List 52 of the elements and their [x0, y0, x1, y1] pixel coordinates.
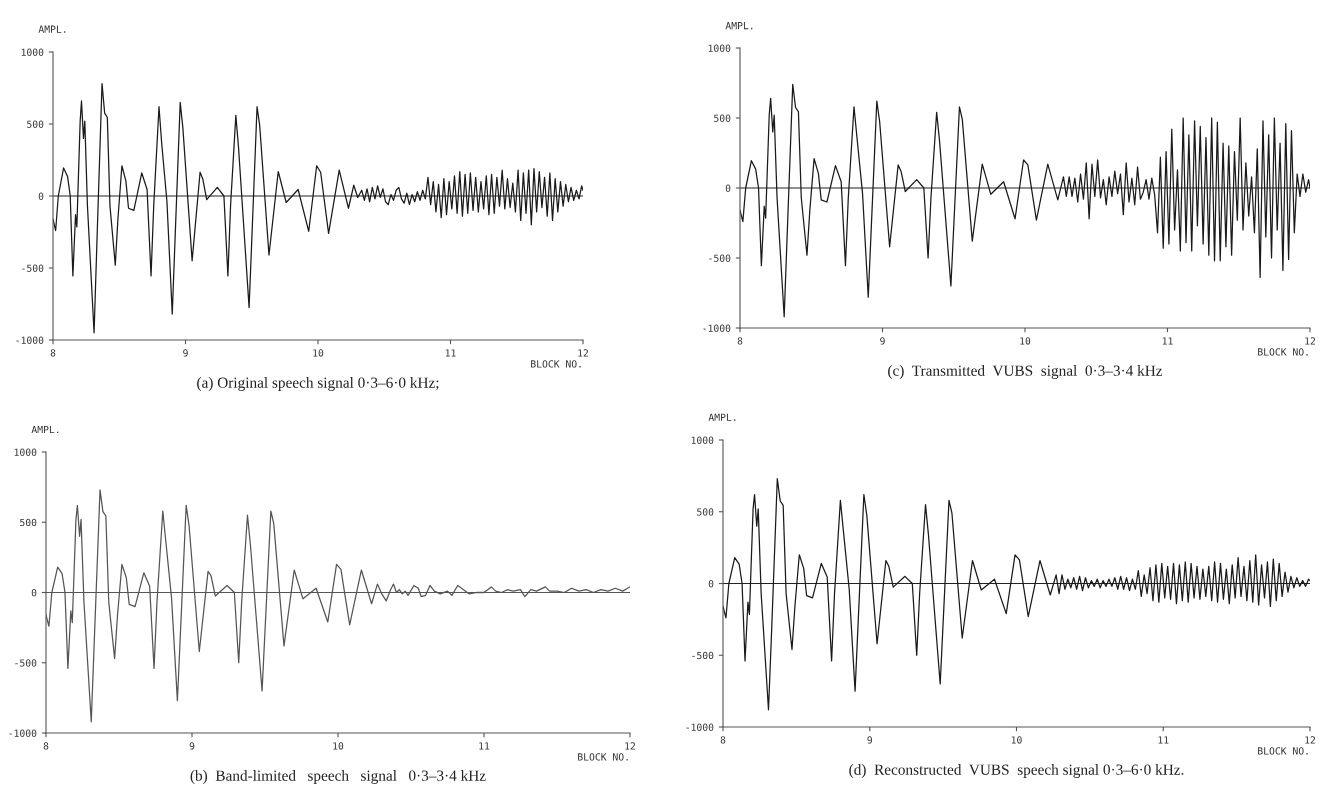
x-tick-label: 9	[867, 736, 873, 744]
y-tick-label: 1000	[691, 436, 714, 444]
y-tick-label: -500	[15, 659, 37, 667]
x-tick-label: 10	[1020, 337, 1031, 345]
y-tick-label: -1000	[16, 336, 44, 344]
x-tick-label: 8	[43, 742, 49, 750]
y-tick-label: 1000	[708, 44, 731, 52]
y-tick-label: 0	[725, 184, 731, 192]
x-tick-label: 11	[479, 742, 490, 750]
y-tick-label: -500	[709, 254, 731, 262]
text: (b) Band-limited speech signal 0·3–3·4 kHz	[190, 770, 486, 784]
y-tick-label: 500	[27, 120, 44, 128]
y-tick-label: 1000	[21, 48, 44, 56]
y-tick-label: 0	[31, 589, 37, 597]
x-axis-title: BLOCK NO.	[1258, 348, 1308, 356]
x-tick-label: 9	[189, 742, 195, 750]
y-tick-label: -500	[22, 264, 44, 272]
x-tick-label: 12	[1305, 736, 1316, 744]
x-tick-label: 10	[1011, 736, 1022, 744]
text: (c) Transmitted VUBS signal 0·3–3·4 kHz	[888, 365, 1163, 379]
x-tick-label: 12	[625, 742, 636, 750]
y-axis-title: AMPL.	[708, 413, 736, 421]
x-axis-title: BLOCK NO.	[578, 753, 628, 761]
x-axis-title: BLOCK NO.	[1258, 747, 1308, 755]
x-tick-label: 11	[445, 349, 456, 357]
y-tick-label: -1000	[703, 324, 731, 332]
y-tick-label: -1000	[686, 723, 714, 731]
text: (a) Original speech signal 0·3–6·0 kHz;	[197, 377, 439, 391]
y-axis-title: AMPL.	[725, 22, 753, 30]
y-axis-title: AMPL.	[38, 25, 66, 33]
x-tick-label: 12	[1305, 337, 1316, 345]
y-tick-label: 500	[697, 508, 714, 516]
x-tick-label: 8	[720, 736, 726, 744]
y-tick-label: 500	[20, 518, 37, 527]
y-tick-label: 500	[714, 114, 731, 122]
x-tick-label: 10	[313, 349, 324, 357]
y-tick-label: -1000	[9, 729, 37, 737]
y-tick-label: 0	[38, 192, 44, 200]
x-axis-title: BLOCK NO.	[531, 360, 581, 368]
y-tick-label: 1000	[14, 448, 37, 456]
x-tick-label: 9	[880, 337, 885, 345]
x-tick-label: 8	[50, 349, 56, 357]
x-tick-label: 11	[1158, 736, 1169, 744]
x-tick-label: 10	[333, 742, 344, 750]
y-tick-label: -500	[692, 651, 714, 660]
x-tick-label: 8	[737, 337, 743, 345]
x-tick-label: 11	[1162, 337, 1173, 345]
x-tick-label: 9	[183, 349, 188, 357]
x-tick-label: 12	[578, 349, 589, 357]
y-axis-title: AMPL.	[31, 426, 59, 434]
text: (d) Reconstructed VUBS speech signal 0·3–6·0 kHz.	[849, 764, 1184, 778]
y-tick-label: 0	[708, 580, 714, 588]
